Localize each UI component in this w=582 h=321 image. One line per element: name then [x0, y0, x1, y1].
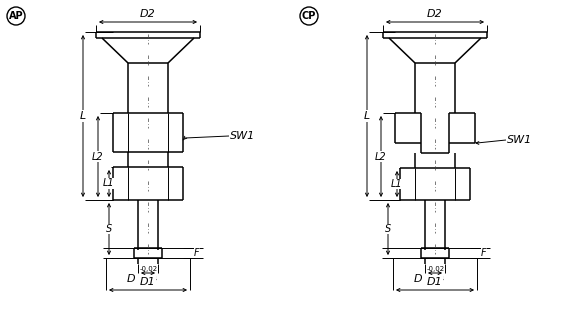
Text: F: F: [194, 248, 200, 258]
Text: L1: L1: [391, 179, 403, 189]
Text: L2: L2: [375, 152, 387, 161]
Text: -0,02: -0,02: [427, 266, 445, 272]
Text: -0,04: -0,04: [427, 276, 445, 282]
Text: L2: L2: [92, 152, 104, 161]
Text: D: D: [413, 274, 422, 284]
Text: L: L: [364, 111, 370, 121]
Text: AP: AP: [9, 11, 23, 21]
Text: D2: D2: [140, 9, 156, 19]
Text: L1: L1: [103, 178, 115, 188]
Text: CP: CP: [302, 11, 316, 21]
Text: S: S: [106, 224, 112, 234]
Text: SW1: SW1: [507, 135, 533, 145]
Text: -0,04: -0,04: [140, 276, 158, 282]
Text: D2: D2: [427, 9, 443, 19]
Text: SW1: SW1: [230, 131, 255, 141]
Text: L: L: [80, 111, 86, 121]
Text: D1: D1: [140, 277, 156, 287]
Text: F: F: [481, 248, 487, 258]
Text: D: D: [126, 274, 135, 284]
Text: D1: D1: [427, 277, 443, 287]
Text: S: S: [385, 224, 391, 234]
Text: -0,02: -0,02: [140, 266, 158, 272]
